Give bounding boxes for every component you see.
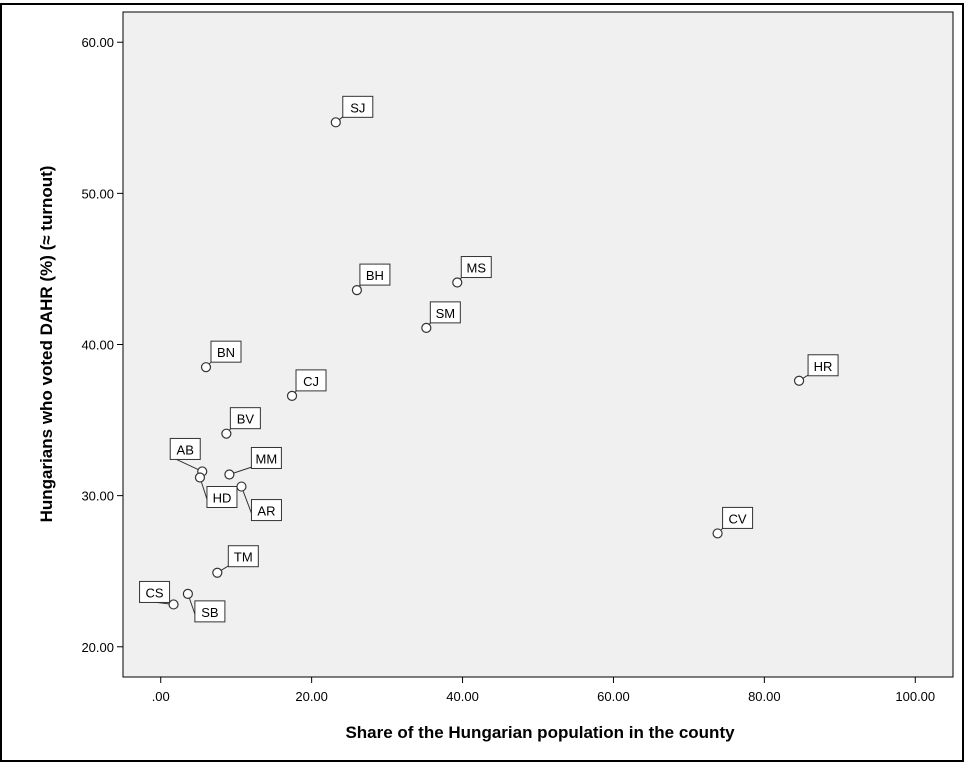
data-point: HD <box>194 472 238 508</box>
x-tick-label: 100.00 <box>895 689 935 704</box>
point-label: CS <box>146 585 164 600</box>
point-marker <box>168 599 179 610</box>
point-label: SM <box>436 306 456 321</box>
point-marker <box>200 362 212 373</box>
data-point: SJ <box>330 95 374 128</box>
point-label-box <box>169 437 201 460</box>
point-marker <box>351 284 363 296</box>
point-label: MS <box>467 261 487 276</box>
point-marker <box>236 481 247 492</box>
data-point: TM <box>212 545 259 578</box>
x-tick-label: 60.00 <box>597 689 630 704</box>
x-axis-label: Share of the Hungarian population in the… <box>345 723 735 742</box>
y-tick-label: 20.00 <box>81 640 114 655</box>
point-marker <box>212 567 223 578</box>
point-label: HR <box>814 359 833 374</box>
point-label-box <box>250 446 282 469</box>
point-label: AR <box>257 504 275 519</box>
x-tick-label: .00 <box>152 689 170 704</box>
point-label-box <box>460 256 492 279</box>
point-label-box <box>139 580 171 603</box>
y-tick-label: 60.00 <box>81 35 114 50</box>
point-marker <box>224 469 235 480</box>
point-marker <box>221 428 232 439</box>
data-point: SB <box>182 588 226 623</box>
point-marker <box>286 390 298 401</box>
point-marker <box>182 588 193 599</box>
plot-area <box>122 11 954 678</box>
point-label-box <box>807 354 839 377</box>
data-point: SM <box>421 301 461 333</box>
point-label: CJ <box>303 374 319 389</box>
y-tick-label: 30.00 <box>81 489 114 504</box>
x-tick-label: 20.00 <box>295 689 328 704</box>
data-point: AR <box>236 481 282 522</box>
data-point: MM <box>224 446 282 480</box>
point-label-box <box>206 486 238 508</box>
point-label-box <box>429 301 461 324</box>
data-point: BH <box>351 263 391 296</box>
point-label: HD <box>213 491 232 506</box>
point-label-box <box>722 506 754 529</box>
y-tick-label: 50.00 <box>81 186 114 201</box>
point-label: MM <box>256 451 278 466</box>
point-label: SJ <box>350 100 365 115</box>
point-label: BN <box>217 345 235 360</box>
point-label-box <box>342 95 374 118</box>
x-tick-label: 80.00 <box>748 689 781 704</box>
data-point: BN <box>200 340 242 373</box>
point-marker <box>712 528 723 539</box>
point-label: CV <box>729 511 747 526</box>
data-point: CJ <box>286 369 327 401</box>
point-label: TM <box>234 550 253 565</box>
axes: .00 20.00 40.00 60.00 80.00 100.00 20.00 30.00 4… <box>81 35 935 704</box>
data-point: AB <box>169 437 208 477</box>
y-axis-label: Hungarians who voted DAHR (%) (≈ turnout… <box>37 166 56 523</box>
point-marker <box>421 322 432 333</box>
data-points: SJ BH MS SM HR BN CJ BV AB HD MM AR CV TM SB CS <box>139 95 839 623</box>
data-point: BV <box>221 407 261 439</box>
data-point: MS <box>452 256 492 288</box>
data-point: CS <box>139 580 179 610</box>
point-label-box <box>229 407 261 430</box>
point-marker <box>452 277 463 288</box>
y-tick-label: 40.00 <box>81 338 114 353</box>
point-marker <box>793 375 805 386</box>
point-label-box <box>359 263 391 286</box>
point-label-box <box>295 369 327 392</box>
point-label: SB <box>201 605 218 620</box>
point-label-box <box>227 545 259 568</box>
point-label-box <box>194 600 226 623</box>
data-point: CV <box>712 506 754 539</box>
data-point: HR <box>793 354 839 386</box>
point-label: BV <box>237 412 255 427</box>
point-label: AB <box>177 442 194 457</box>
point-marker <box>194 472 206 483</box>
point-label-box <box>250 499 282 522</box>
point-marker <box>330 117 341 128</box>
point-label: BH <box>366 268 384 283</box>
point-label-box <box>210 340 242 363</box>
x-tick-label: 40.00 <box>446 689 479 704</box>
